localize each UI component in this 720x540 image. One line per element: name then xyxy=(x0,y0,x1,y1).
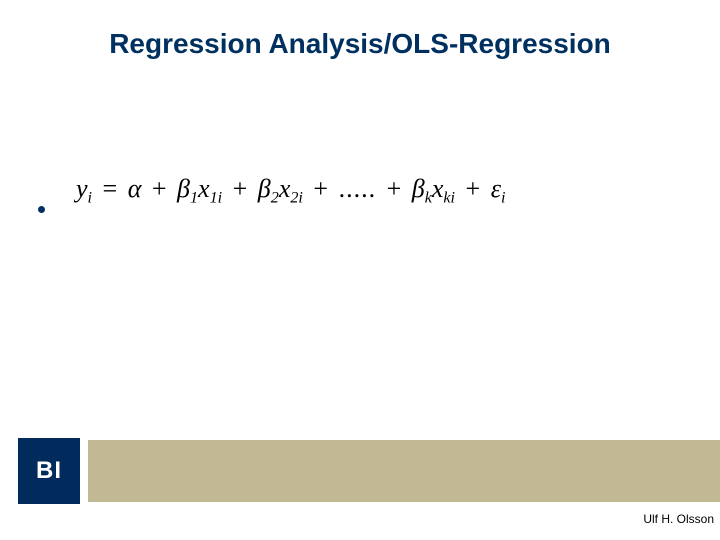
eq-equals: = xyxy=(99,174,122,203)
eq-plus-5: + xyxy=(462,174,485,203)
equation: yi = α + β1x1i + β2x2i + ..... + βkxki +… xyxy=(76,174,505,208)
eq-alpha: α xyxy=(128,174,142,203)
eq-plus-2: + xyxy=(229,174,252,203)
slide: Regression Analysis/OLS-Regression yi = … xyxy=(0,0,720,540)
eq-y-sub: i xyxy=(88,190,92,207)
logo: BI xyxy=(18,438,80,504)
bullet-icon xyxy=(38,206,45,213)
eq-bk-sub: k xyxy=(425,190,432,207)
eq-beta-k: β xyxy=(412,174,425,203)
eq-plus-1: + xyxy=(148,174,171,203)
eq-xk-sub: ki xyxy=(443,190,455,207)
footer-bar xyxy=(88,440,720,502)
eq-beta-1: β xyxy=(177,174,190,203)
equation-text: yi = α + β1x1i + β2x2i + ..... + βkxki +… xyxy=(76,174,505,203)
eq-eps: ε xyxy=(491,174,501,203)
eq-beta-2: β xyxy=(258,174,271,203)
eq-plus-3: + xyxy=(309,174,332,203)
eq-plus-4: + xyxy=(383,174,406,203)
eq-x2-sub: 2i xyxy=(290,190,303,207)
eq-b2-sub: 2 xyxy=(271,190,279,207)
eq-b1-sub: 1 xyxy=(190,190,198,207)
eq-y: y xyxy=(76,174,88,203)
eq-x-2: x xyxy=(279,174,291,203)
author-label: Ulf H. Olsson xyxy=(643,512,714,526)
slide-title: Regression Analysis/OLS-Regression xyxy=(0,28,720,60)
eq-eps-sub: i xyxy=(501,190,505,207)
eq-x-k: x xyxy=(432,174,444,203)
eq-x1-sub: 1i xyxy=(210,190,223,207)
eq-dots: ..... xyxy=(339,174,377,203)
logo-text: BI xyxy=(36,457,62,485)
eq-x-1: x xyxy=(198,174,210,203)
